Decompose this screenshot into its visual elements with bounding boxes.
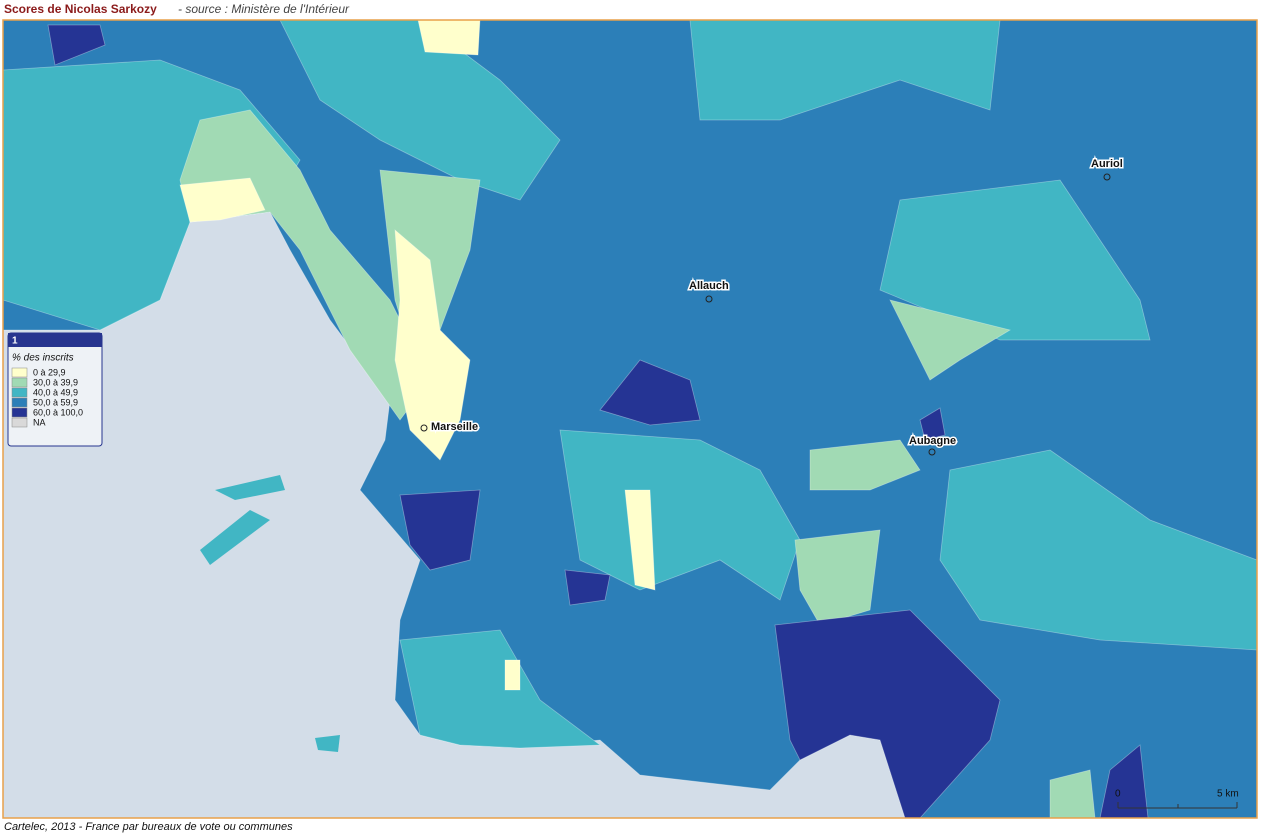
source: - source : Ministère de l'Intérieur bbox=[178, 2, 350, 16]
place-label: Auriol bbox=[1091, 158, 1123, 170]
place-label: Marseille bbox=[431, 421, 478, 433]
legend-label: 60,0 à 100,0 bbox=[33, 407, 83, 417]
scale-bar bbox=[1117, 802, 1238, 809]
legend-swatch bbox=[11, 387, 28, 398]
map-frame bbox=[2, 19, 1258, 819]
legend-label: 0 à 29,9 bbox=[33, 367, 66, 377]
place-label: Aubagne bbox=[909, 435, 956, 447]
legend-label: 30,0 à 39,9 bbox=[33, 377, 78, 387]
place-label: Allauch bbox=[689, 280, 729, 292]
islands bbox=[200, 475, 340, 752]
footer: Cartelec, 2013 - France par bureaux de v… bbox=[4, 821, 293, 833]
scale-start: 0 bbox=[1115, 789, 1121, 800]
legend-label: 40,0 à 49,9 bbox=[33, 387, 78, 397]
legend-swatch bbox=[11, 377, 28, 388]
legend-swatch bbox=[11, 367, 28, 378]
legend-swatch bbox=[11, 397, 28, 408]
legend-label: 50,0 à 59,9 bbox=[33, 397, 78, 407]
legend: 1 % des inscrits 0 à 29,930,0 à 39,940,0… bbox=[7, 332, 103, 447]
legend-swatch bbox=[11, 407, 28, 418]
land bbox=[2, 19, 1258, 819]
legend-swatch bbox=[11, 417, 28, 428]
city-markers bbox=[420, 173, 1111, 456]
legend-title: % des inscrits bbox=[12, 353, 74, 364]
scale-end: 5 km bbox=[1217, 789, 1239, 800]
title: Scores de Nicolas Sarkozy bbox=[4, 2, 157, 16]
legend-label: NA bbox=[33, 417, 46, 427]
legend-id: 1 bbox=[12, 336, 18, 347]
